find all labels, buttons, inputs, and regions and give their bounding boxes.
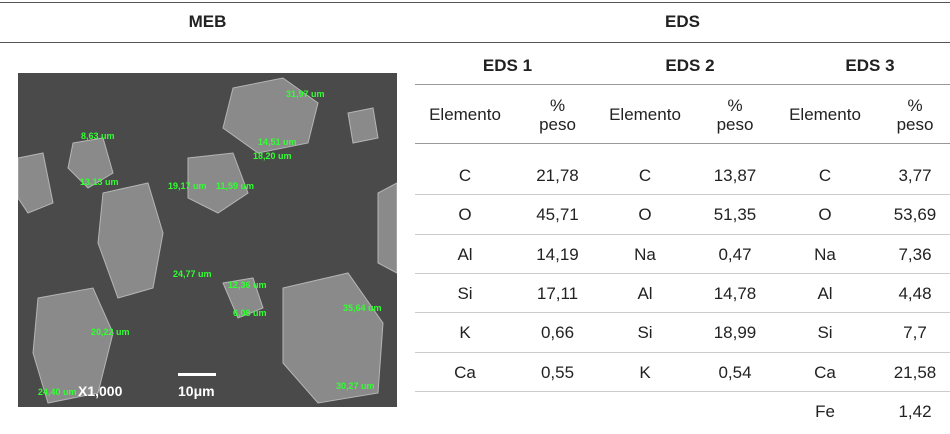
weight-cell: 7,7 [903, 323, 927, 343]
weight-cell: 0,54 [718, 362, 752, 382]
column-header: % peso [539, 96, 576, 134]
measurement-label: 12,36 um [228, 280, 267, 290]
group-title: EDS 3 [845, 56, 895, 75]
measurement-label: 13,13 um [80, 177, 119, 187]
column-header: % peso [896, 96, 934, 134]
column-header: Elemento [789, 105, 861, 124]
element-cell: Fe [815, 401, 835, 421]
element-cell: O [818, 205, 832, 225]
weight-cell: 21,78 [536, 166, 579, 185]
measurement-label: 14,51 um [258, 137, 297, 147]
weight-cell: 53,69 [893, 205, 937, 225]
element-cell: Si [817, 323, 833, 343]
weight-cell: 14,19 [536, 244, 579, 264]
rule [0, 42, 950, 43]
element-cell: Na [634, 244, 656, 264]
row-rule [415, 233, 950, 235]
measurement-label: 20,22 um [91, 327, 130, 337]
element-cell: C [638, 166, 652, 185]
rule [415, 143, 950, 144]
element-cell: O [638, 205, 652, 225]
group-title: EDS 2 [665, 56, 715, 75]
measurement-label: 24,40 um [38, 387, 77, 397]
weight-cell: 45,71 [536, 205, 579, 225]
weight-cell: 51,35 [713, 205, 757, 225]
group-title: EDS 1 [482, 56, 533, 75]
element-cell: K [459, 323, 471, 343]
weight-cell: 7,36 [898, 244, 932, 264]
eds-header: EDS [665, 12, 700, 31]
element-cell: Si [637, 323, 653, 343]
measurement-label: 6,08 um [233, 308, 267, 318]
weight-cell: 0,66 [540, 323, 575, 343]
element-cell: Na [814, 244, 836, 264]
column-header: Elemento [609, 105, 681, 124]
weight-cell: 21,58 [893, 362, 937, 382]
column-header: % peso [716, 96, 754, 134]
weight-cell: 18,99 [713, 323, 757, 343]
measurement-label: 30,27 um [336, 381, 375, 391]
measurement-label: 35,64 um [343, 303, 382, 313]
weight-cell: 0,55 [540, 362, 575, 382]
magnification: X1,000 [78, 383, 123, 399]
element-cell: Al [817, 283, 833, 303]
measurement-label: 11,59 um [216, 181, 254, 191]
rule [0, 2, 950, 3]
element-cell: Si [457, 283, 473, 303]
element-cell: C [818, 166, 832, 185]
element-cell: Al [457, 244, 473, 264]
row-rule [415, 272, 950, 274]
weight-cell: 17,11 [536, 283, 579, 303]
measurement-label: 31,97 um [286, 89, 325, 99]
measurement-label: 18,20 um [253, 151, 292, 161]
element-cell: Al [637, 283, 653, 303]
weight-cell: 0,47 [718, 244, 752, 264]
element-cell: O [458, 205, 472, 225]
scale-label: 10μm [178, 383, 215, 399]
rule [415, 84, 950, 85]
row-rule [415, 194, 950, 196]
measurement-label: 8,63 um [81, 131, 115, 141]
weight-cell: 14,78 [713, 283, 757, 303]
element-cell: Ca [454, 362, 476, 382]
weight-cell: 3,77 [898, 166, 932, 185]
sem-image: 31,97 um 8,63 um 14,51 um 18,20 um 13,13 um 1… [18, 73, 397, 407]
element-cell: K [639, 362, 651, 382]
weight-cell: 1,42 [898, 401, 932, 421]
weight-cell: 4,48 [898, 283, 932, 303]
row-rule [415, 312, 950, 314]
measurement-label: 24,77 um [173, 269, 212, 279]
column-header: Elemento [429, 105, 501, 124]
measurement-label: 19,17 um [168, 181, 207, 191]
element-cell: Ca [814, 362, 836, 382]
row-rule [415, 390, 950, 392]
row-rule [415, 351, 950, 353]
element-cell: C [458, 166, 472, 185]
weight-cell: 13,87 [713, 166, 757, 185]
meb-header: MEB [188, 12, 227, 31]
